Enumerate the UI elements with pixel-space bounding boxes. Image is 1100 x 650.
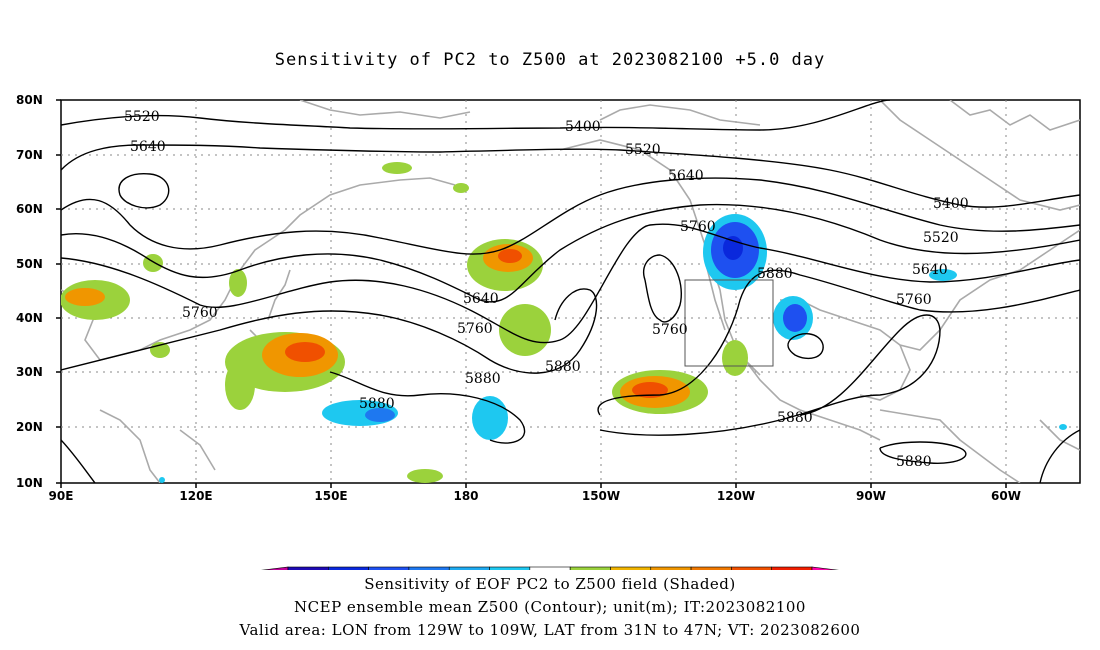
valid-area-box [684, 279, 774, 367]
contour-label: 5640 [668, 168, 704, 184]
caption-valid-area: Valid area: LON from 129W to 109W, LAT f… [239, 621, 861, 639]
contour-label: 5400 [933, 196, 969, 212]
colorbar-swatch [650, 566, 692, 570]
grid-lines [61, 100, 1080, 483]
lon-axis [60, 483, 1007, 488]
shade-red-kamchatka [498, 249, 522, 263]
lon-tick-label: 90W [856, 489, 886, 503]
colorbar-swatch [287, 566, 329, 570]
colorbar-swatch [690, 566, 732, 570]
map-figure: 5520 5640 5400 5520 5640 5760 5760 5880 … [16, 93, 1081, 570]
shade-red-japan [285, 342, 325, 362]
contour-label: 5760 [182, 305, 218, 321]
map-frame [60, 99, 1081, 484]
contour-label: 5520 [625, 142, 661, 158]
contour-label: 5640 [463, 291, 499, 307]
contour-label: 5640 [130, 139, 166, 155]
contour-labels: 5520 5640 5400 5520 5640 5760 5760 5880 … [124, 109, 969, 470]
lat-tick-label: 70N [16, 148, 43, 162]
shade-green-small-5 [453, 183, 469, 193]
colorbar-arrow-left [260, 566, 289, 570]
shade-green-small-4 [382, 162, 412, 174]
contour-label: 5640 [912, 262, 948, 278]
contour-label: 5760 [896, 292, 932, 308]
colorbar-swatch [771, 566, 813, 570]
plot-title: Sensitivity of PC2 to Z500 at 2023082100… [274, 50, 826, 70]
contour-label: 5760 [680, 219, 716, 235]
shade-blue-plains [783, 304, 807, 332]
caption-shading: Sensitivity of EOF PC2 to Z500 field (Sh… [364, 575, 736, 593]
colorbar-arrow-right [811, 566, 840, 570]
contour-label: 5520 [923, 230, 959, 246]
contour-label: 5880 [777, 410, 813, 426]
shade-green-japan-tail [225, 360, 255, 410]
sensitivity-shading [61, 162, 1067, 483]
shade-blue-pacific-1 [365, 408, 395, 422]
contour-label: 5520 [124, 109, 160, 125]
shade-green-small-2 [229, 269, 247, 297]
colorbar: -0.9-0.8-0.7-0.6-0.5-0.4-0.20.20.40.50.6… [260, 566, 840, 570]
contour-label: 5760 [652, 322, 688, 338]
contour-label: 5880 [545, 359, 581, 375]
colorbar-swatch [448, 566, 490, 570]
shade-green-baja [722, 340, 748, 376]
lat-tick-label: 20N [16, 420, 43, 434]
shade-cyan-small [1059, 424, 1067, 430]
shade-cyan-small-2 [159, 477, 165, 483]
contour-label: 5880 [757, 266, 793, 282]
lon-tick-label: 120E [179, 489, 212, 503]
lat-tick-label: 10N [16, 476, 43, 490]
lat-tick-label: 30N [16, 365, 43, 379]
colorbar-swatch [610, 566, 652, 570]
shade-cyan-pacific-2 [472, 396, 508, 440]
contour-label: 5880 [896, 454, 932, 470]
colorbar-swatch [569, 566, 611, 570]
shade-green-small-6 [407, 469, 443, 483]
shade-orange-asia-west [65, 288, 105, 306]
shade-green-pacific [499, 304, 551, 356]
colorbar-swatch [731, 566, 772, 570]
lon-tick-label: 120W [717, 489, 755, 503]
contour-label: 5880 [359, 396, 395, 412]
lon-tick-label: 150W [582, 489, 620, 503]
lon-tick-label: 180 [453, 489, 478, 503]
contour-label: 5760 [457, 321, 493, 337]
colorbar-swatch [529, 566, 571, 570]
shade-cyan-east [929, 269, 957, 281]
lat-tick-label: 60N [16, 202, 43, 216]
shade-red-ne-pacific [632, 382, 668, 398]
lon-tick-label: 150E [314, 489, 347, 503]
lon-tick-label: 60W [991, 489, 1021, 503]
colorbar-swatch [368, 566, 410, 570]
lat-tick-label: 40N [16, 311, 43, 325]
lat-tick-label: 50N [16, 257, 43, 271]
colorbar-swatch [489, 566, 531, 570]
lon-tick-label: 90E [49, 489, 74, 503]
lat-axis [56, 99, 61, 484]
shade-darkblue-bc [723, 236, 743, 260]
colorbar-swatch [408, 566, 450, 570]
z500-contours [61, 100, 1080, 483]
contour-label: 5880 [465, 371, 501, 387]
caption-contour: NCEP ensemble mean Z500 (Contour); unit(… [294, 598, 806, 616]
colorbar-swatch [328, 566, 369, 570]
contour-label: 5400 [565, 119, 601, 135]
lat-tick-label: 80N [16, 93, 43, 107]
